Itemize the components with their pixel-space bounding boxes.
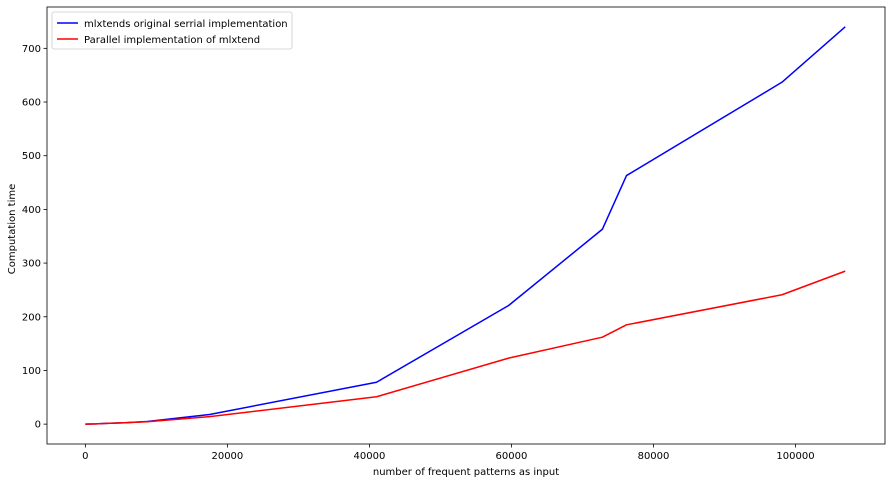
series-line-1 [85, 270, 846, 425]
y-tick-label: 500 [22, 151, 41, 162]
y-tick-label: 100 [22, 366, 41, 377]
x-tick-label: 60000 [496, 451, 528, 462]
y-tick-label: 300 [22, 259, 41, 270]
x-tick-label: 100000 [776, 451, 814, 462]
legend: mlxtends original serrial implementation… [51, 11, 293, 50]
legend-label-parallel: Parallel implementation of mlxtend [84, 35, 260, 46]
y-tick-label: 600 [22, 98, 41, 109]
x-axis: 0 20000 40000 60000 80000 100000 [82, 444, 815, 462]
series-layer [85, 26, 846, 425]
y-tick-label: 0 [35, 420, 41, 431]
y-tick-label: 400 [22, 205, 41, 216]
legend-box [51, 11, 293, 50]
x-tick-label: 20000 [211, 451, 243, 462]
y-axis-label: Computation time [7, 184, 18, 275]
x-tick-label: 80000 [638, 451, 670, 462]
x-tick-label: 0 [82, 451, 88, 462]
legend-label-serial: mlxtends original serrial implementation [84, 19, 288, 30]
y-tick-label: 200 [22, 312, 41, 323]
plot-area [46, 6, 886, 445]
y-axis: 0 100 200 300 400 500 600 700 [22, 44, 47, 431]
x-axis-label: number of frequent patterns as input [373, 467, 559, 478]
y-tick-label: 700 [22, 44, 41, 55]
x-tick-label: 40000 [354, 451, 386, 462]
